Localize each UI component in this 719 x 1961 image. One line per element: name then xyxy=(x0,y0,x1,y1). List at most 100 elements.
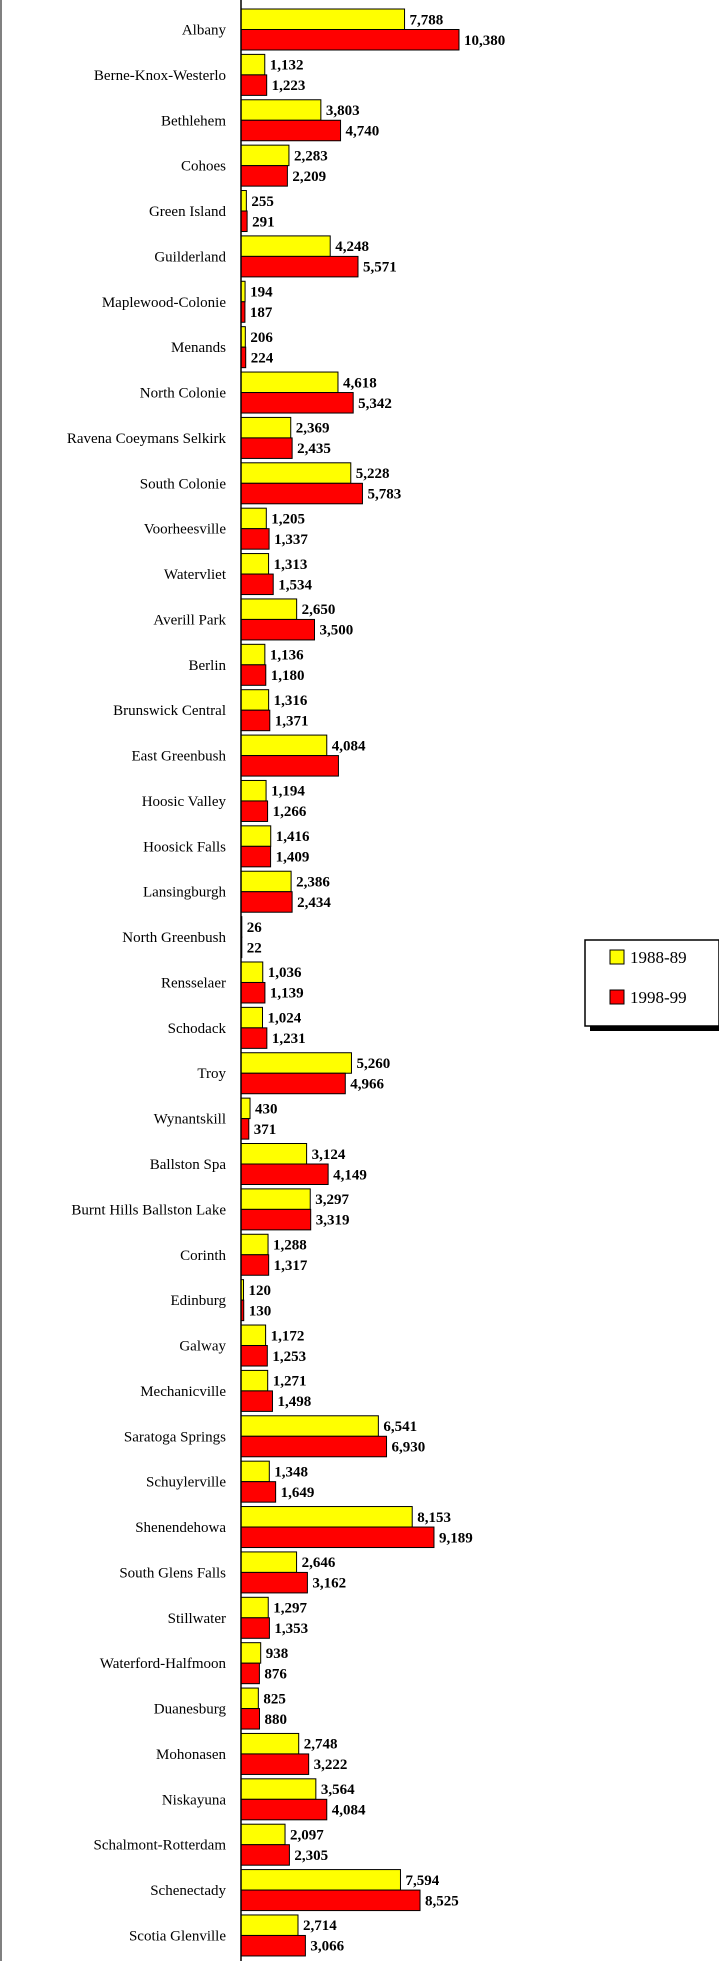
value-label-1988-89-saratoga-springs: 6,541 xyxy=(383,1419,417,1435)
category-label-duanesburg: Duanesburg xyxy=(154,1702,227,1718)
value-labels: 7,788 10,380 1,132 1,223 3,803 4,740 2,283 2,20… xyxy=(247,12,505,1954)
category-label-ballston-spa: Ballston Spa xyxy=(150,1157,227,1173)
category-label-wynantskill: Wynantskill xyxy=(154,1112,226,1128)
value-label-1998-99-north-colonie: 5,342 xyxy=(358,396,392,412)
category-label-east-greenbush: East Greenbush xyxy=(131,749,226,765)
bar-1998-99-guilderland xyxy=(240,255,359,278)
value-label-1988-89-watervliet: 1,313 xyxy=(274,557,308,573)
category-label-north-greenbush: North Greenbush xyxy=(122,930,226,946)
value-label-1988-89-north-greenbush: 26 xyxy=(247,920,262,936)
legend: 1988-89 1998-99 xyxy=(584,939,719,1031)
bars xyxy=(240,8,460,1957)
bar-1998-99-stillwater xyxy=(240,1617,270,1639)
bar-1998-99-green-island xyxy=(240,210,248,233)
bar-1998-99-mechanicville xyxy=(240,1390,273,1412)
value-label-1998-99-schenectady: 8,525 xyxy=(425,1893,459,1909)
bar-1988-89-mechanicville xyxy=(240,1369,269,1392)
category-label-scotia-glenville: Scotia Glenville xyxy=(129,1928,226,1944)
bar-1998-99-hoosic-valley xyxy=(240,800,269,822)
value-label-1998-99-shenendehowa: 9,189 xyxy=(439,1530,473,1546)
value-label-1988-89-edinburg: 120 xyxy=(249,1283,272,1299)
legend-label-1988-89: 1988-89 xyxy=(630,948,687,967)
bar-1988-89-schodack xyxy=(240,1006,264,1029)
value-label-1988-89-schodack: 1,024 xyxy=(268,1011,302,1027)
category-label-menands: Menands xyxy=(171,340,226,356)
category-label-ravena-coeymans-selkirk: Ravena Coeymans Selkirk xyxy=(67,431,227,447)
value-label-1988-89-ravena-coeymans-selkirk: 2,369 xyxy=(296,421,330,437)
bar-1998-99-rensselaer xyxy=(240,981,266,1004)
value-label-1988-89-lansingburgh: 2,386 xyxy=(296,874,330,890)
value-label-1998-99-ballston-spa: 4,149 xyxy=(333,1167,367,1183)
bar-1998-99-brunswick-central xyxy=(240,709,271,732)
category-label-shenendehowa: Shenendehowa xyxy=(135,1520,226,1536)
bar-1988-89-ravena-coeymans-selkirk xyxy=(240,416,292,439)
value-label-1988-89-maplewood-colonie: 194 xyxy=(250,285,273,301)
category-label-north-colonie: North Colonie xyxy=(140,386,227,402)
bar-1988-89-shenendehowa xyxy=(240,1506,413,1528)
value-label-1998-99-burnt-hills-ballston-lake: 3,319 xyxy=(316,1213,350,1229)
bar-1988-89-east-greenbush xyxy=(240,734,328,757)
bar-1998-99-schodack xyxy=(240,1027,268,1049)
bar-1998-99-watervliet xyxy=(240,573,274,596)
value-label-1998-99-edinburg: 130 xyxy=(249,1303,271,1319)
value-label-1998-99-cohoes: 2,209 xyxy=(292,169,326,185)
value-label-1988-89-berne-knox-westerlo: 1,132 xyxy=(270,58,304,74)
category-label-guilderland: Guilderland xyxy=(154,249,226,265)
value-label-1988-89-mechanicville: 1,271 xyxy=(273,1374,307,1390)
value-label-1988-89-galway: 1,172 xyxy=(271,1328,305,1344)
value-label-1998-99-bethlehem: 4,740 xyxy=(346,124,380,140)
value-label-1998-99-duanesburg: 880 xyxy=(264,1712,287,1728)
bar-1998-99-albany xyxy=(240,29,460,51)
category-label-stillwater: Stillwater xyxy=(168,1611,226,1627)
bar-1988-89-watervliet xyxy=(240,553,270,575)
value-label-1998-99-voorheesville: 1,337 xyxy=(274,532,308,548)
value-label-1988-89-bethlehem: 3,803 xyxy=(326,103,360,119)
value-label-1988-89-troy: 5,260 xyxy=(356,1056,390,1072)
bar-1998-99-hoosick-falls xyxy=(240,845,272,868)
value-label-1988-89-schuylerville: 1,348 xyxy=(274,1464,308,1480)
bar-1998-99-berne-knox-westerlo xyxy=(240,74,268,96)
bar-1998-99-wynantskill xyxy=(240,1118,250,1140)
value-label-1998-99-menands: 224 xyxy=(251,350,274,366)
bar-1988-89-lansingburgh xyxy=(240,870,292,893)
category-label-averill-park: Averill Park xyxy=(153,612,226,628)
value-label-1998-99-south-colonie: 5,783 xyxy=(367,487,401,503)
value-label-1988-89-scotia-glenville: 2,714 xyxy=(303,1918,337,1934)
legend-swatch-1998-99 xyxy=(609,989,625,1005)
bar-1988-89-waterford-halfmoon xyxy=(240,1642,262,1664)
legend-box xyxy=(584,939,719,1027)
category-label-mohonasen: Mohonasen xyxy=(156,1747,226,1763)
category-label-niskayuna: Niskayuna xyxy=(162,1792,226,1808)
value-label-1988-89-shenendehowa: 8,153 xyxy=(417,1510,451,1526)
value-label-1988-89-hoosick-falls: 1,416 xyxy=(276,829,310,845)
legend-label-1998-99: 1998-99 xyxy=(630,988,687,1007)
category-labels: Albany Berne-Knox-Westerlo Bethlehem Cohoes… xyxy=(67,23,227,1945)
category-label-schalmont-rotterdam: Schalmont-Rotterdam xyxy=(94,1838,227,1854)
category-label-waterford-halfmoon: Waterford-Halfmoon xyxy=(100,1656,227,1672)
value-label-1998-99-watervliet: 1,534 xyxy=(278,577,312,593)
bar-1988-89-brunswick-central xyxy=(240,689,270,711)
bar-1988-89-schuylerville xyxy=(240,1460,270,1483)
value-label-1998-99-schuylerville: 1,649 xyxy=(281,1485,315,1501)
value-label-1988-89-berlin: 1,136 xyxy=(270,648,304,664)
value-label-1988-89-waterford-halfmoon: 938 xyxy=(266,1646,289,1662)
value-label-1998-99-berne-knox-westerlo: 1,223 xyxy=(272,78,306,94)
bar-1998-99-galway xyxy=(240,1345,268,1367)
category-label-albany: Albany xyxy=(182,23,227,39)
bar-1998-99-corinth xyxy=(240,1254,270,1276)
value-label-1998-99-wynantskill: 371 xyxy=(254,1122,277,1138)
bar-1988-89-hoosick-falls xyxy=(240,825,272,847)
bar-1988-89-ballston-spa xyxy=(240,1143,308,1165)
bar-1998-99-scotia-glenville xyxy=(240,1934,306,1957)
value-label-1998-99-berlin: 1,180 xyxy=(271,668,305,684)
bar-1998-99-duanesburg xyxy=(240,1708,260,1730)
category-label-berlin: Berlin xyxy=(189,658,227,674)
value-label-1988-89-burnt-hills-ballston-lake: 3,297 xyxy=(315,1192,349,1208)
value-label-1988-89-north-colonie: 4,618 xyxy=(343,375,377,391)
category-label-hoosick-falls: Hoosick Falls xyxy=(143,839,226,855)
bar-1988-89-corinth xyxy=(240,1233,269,1256)
value-label-1998-99-schodack: 1,231 xyxy=(272,1031,306,1047)
category-label-schodack: Schodack xyxy=(168,1021,227,1037)
bar-1988-89-schalmont-rotterdam xyxy=(240,1823,286,1846)
bar-1988-89-burnt-hills-ballston-lake xyxy=(240,1188,311,1210)
